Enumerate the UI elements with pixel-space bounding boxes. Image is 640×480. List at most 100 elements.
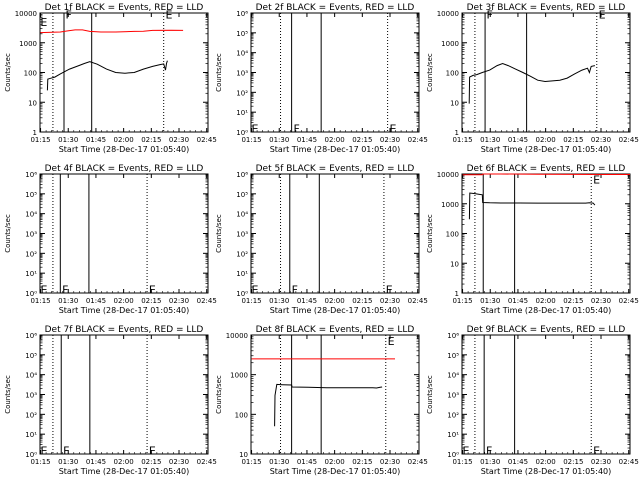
y-tick-label: 10⁶ bbox=[236, 171, 248, 179]
series-line-lld bbox=[40, 29, 184, 34]
y-tick-label: 10⁴ bbox=[25, 211, 37, 219]
x-tick-label: 02:15 bbox=[352, 297, 372, 305]
detector-panel-1: Det 1f BLACK = Events, RED = LLD Counts/s… bbox=[4, 3, 217, 154]
event-marker-e: E bbox=[252, 123, 259, 136]
y-tick-label: 10³ bbox=[447, 392, 459, 400]
x-tick-label: 02:30 bbox=[591, 136, 611, 144]
y-tick-label: 10⁵ bbox=[236, 30, 248, 38]
plot-frame bbox=[250, 12, 420, 133]
x-tick-label: 02:45 bbox=[197, 297, 217, 305]
plot-frame bbox=[250, 173, 420, 294]
y-axis-label: Counts/sec bbox=[4, 375, 12, 414]
x-tick-label: 02:00 bbox=[536, 297, 556, 305]
panel-title: Det 3f BLACK = Events, RED = LLD bbox=[467, 3, 626, 13]
y-tick-label: 10³ bbox=[25, 392, 37, 400]
detector-panel-4: Det 4f BLACK = Events, RED = LLD Counts/s… bbox=[4, 164, 217, 315]
y-tick-label: 10⁵ bbox=[447, 352, 459, 360]
x-tick-label: 02:15 bbox=[352, 136, 372, 144]
y-tick-label: 100 bbox=[235, 411, 248, 419]
x-tick-label: 01:15 bbox=[241, 458, 261, 466]
y-tick-label: 10⁰ bbox=[236, 129, 248, 137]
x-tick-label: 02:45 bbox=[408, 297, 428, 305]
y-tick-label: 10⁵ bbox=[236, 191, 248, 199]
x-axis-label: Start Time (28-Dec-17 01:05:40) bbox=[270, 306, 401, 315]
x-axis-label: Start Time (28-Dec-17 01:05:40) bbox=[59, 145, 190, 154]
x-tick-label: 01:45 bbox=[508, 458, 528, 466]
event-marker-f: F bbox=[487, 8, 493, 21]
y-tick-label: 10⁰ bbox=[447, 451, 459, 459]
y-axis-label: Counts/sec bbox=[426, 375, 434, 414]
y-tick-label: 10⁴ bbox=[25, 372, 37, 380]
y-axis-label: Counts/sec bbox=[4, 53, 12, 92]
y-tick-label: 10² bbox=[236, 89, 248, 97]
y-tick-label: 10 bbox=[239, 451, 248, 459]
event-marker-e: E bbox=[463, 445, 470, 458]
y-tick-label: 10² bbox=[236, 250, 248, 258]
panel-title: Det 8f BLACK = Events, RED = LLD bbox=[256, 325, 415, 335]
y-tick-label: 100 bbox=[446, 231, 459, 239]
x-tick-label: 02:15 bbox=[141, 297, 161, 305]
panel-title: Det 2f BLACK = Events, RED = LLD bbox=[256, 3, 415, 13]
y-tick-label: 10⁰ bbox=[236, 290, 248, 298]
x-tick-label: 02:45 bbox=[619, 297, 639, 305]
y-tick-label: 10 bbox=[450, 260, 459, 268]
event-marker-f: F bbox=[292, 284, 298, 297]
x-axis-label: Start Time (28-Dec-17 01:05:40) bbox=[481, 306, 612, 315]
x-axis-label: Start Time (28-Dec-17 01:05:40) bbox=[59, 467, 190, 476]
event-marker-e: E bbox=[41, 284, 48, 297]
event-marker-f: F bbox=[62, 284, 68, 297]
x-tick-label: 02:00 bbox=[325, 458, 345, 466]
detector-panel-5: Det 5f BLACK = Events, RED = LLD Counts/s… bbox=[215, 164, 428, 315]
x-tick-label: 02:00 bbox=[114, 458, 134, 466]
series-line-events bbox=[46, 60, 168, 91]
y-tick-label: 10⁰ bbox=[25, 290, 37, 298]
y-tick-label: 10² bbox=[447, 411, 459, 419]
panel-title: Det 1f BLACK = Events, RED = LLD bbox=[45, 3, 204, 13]
x-tick-label: 02:00 bbox=[325, 297, 345, 305]
panel-title: Det 4f BLACK = Events, RED = LLD bbox=[45, 164, 204, 174]
panel-title: Det 9f BLACK = Events, RED = LLD bbox=[467, 325, 626, 335]
plot-frame bbox=[39, 334, 209, 455]
x-tick-label: 01:45 bbox=[297, 136, 317, 144]
y-tick-label: 10¹ bbox=[25, 270, 37, 278]
event-marker-e: E bbox=[388, 335, 395, 348]
y-tick-label: 10³ bbox=[236, 231, 248, 239]
y-tick-label: 10³ bbox=[25, 231, 37, 239]
y-tick-label: 1000 bbox=[230, 372, 248, 380]
x-tick-label: 01:30 bbox=[269, 297, 289, 305]
x-tick-label: 01:45 bbox=[297, 297, 317, 305]
x-tick-label: 01:15 bbox=[452, 136, 472, 144]
x-axis-label: Start Time (28-Dec-17 01:05:40) bbox=[481, 467, 612, 476]
y-tick-label: 10 bbox=[450, 99, 459, 107]
x-tick-label: 02:30 bbox=[169, 297, 189, 305]
event-marker-f: F bbox=[486, 445, 492, 458]
x-tick-label: 02:15 bbox=[563, 458, 583, 466]
x-tick-label: 02:15 bbox=[563, 136, 583, 144]
x-tick-label: 01:45 bbox=[86, 136, 106, 144]
x-tick-label: 01:15 bbox=[452, 458, 472, 466]
detector-panel-7: Det 7f BLACK = Events, RED = LLD Counts/s… bbox=[4, 325, 217, 476]
y-tick-label: 10¹ bbox=[447, 431, 459, 439]
y-tick-label: 10000 bbox=[15, 10, 37, 18]
y-tick-label: 10² bbox=[25, 411, 37, 419]
y-tick-label: 10⁵ bbox=[25, 352, 37, 360]
x-tick-label: 02:30 bbox=[169, 136, 189, 144]
x-tick-label: 02:00 bbox=[114, 297, 134, 305]
x-axis-label: Start Time (28-Dec-17 01:05:40) bbox=[270, 467, 401, 476]
x-tick-label: 01:15 bbox=[241, 136, 261, 144]
x-tick-label: 01:30 bbox=[269, 458, 289, 466]
plot-frame bbox=[39, 173, 209, 294]
x-tick-label: 02:15 bbox=[141, 458, 161, 466]
y-tick-label: 1000 bbox=[19, 40, 37, 48]
y-tick-label: 10⁴ bbox=[236, 211, 248, 219]
y-tick-label: 10⁵ bbox=[25, 191, 37, 199]
series-line-lld bbox=[462, 173, 630, 176]
x-axis-label: Start Time (28-Dec-17 01:05:40) bbox=[59, 306, 190, 315]
y-tick-label: 10000 bbox=[437, 10, 459, 18]
event-marker-f: F bbox=[63, 445, 69, 458]
y-tick-label: 100 bbox=[24, 70, 37, 78]
event-marker-e: E bbox=[599, 8, 606, 21]
x-tick-label: 01:45 bbox=[86, 458, 106, 466]
event-marker-e: E bbox=[40, 16, 47, 29]
